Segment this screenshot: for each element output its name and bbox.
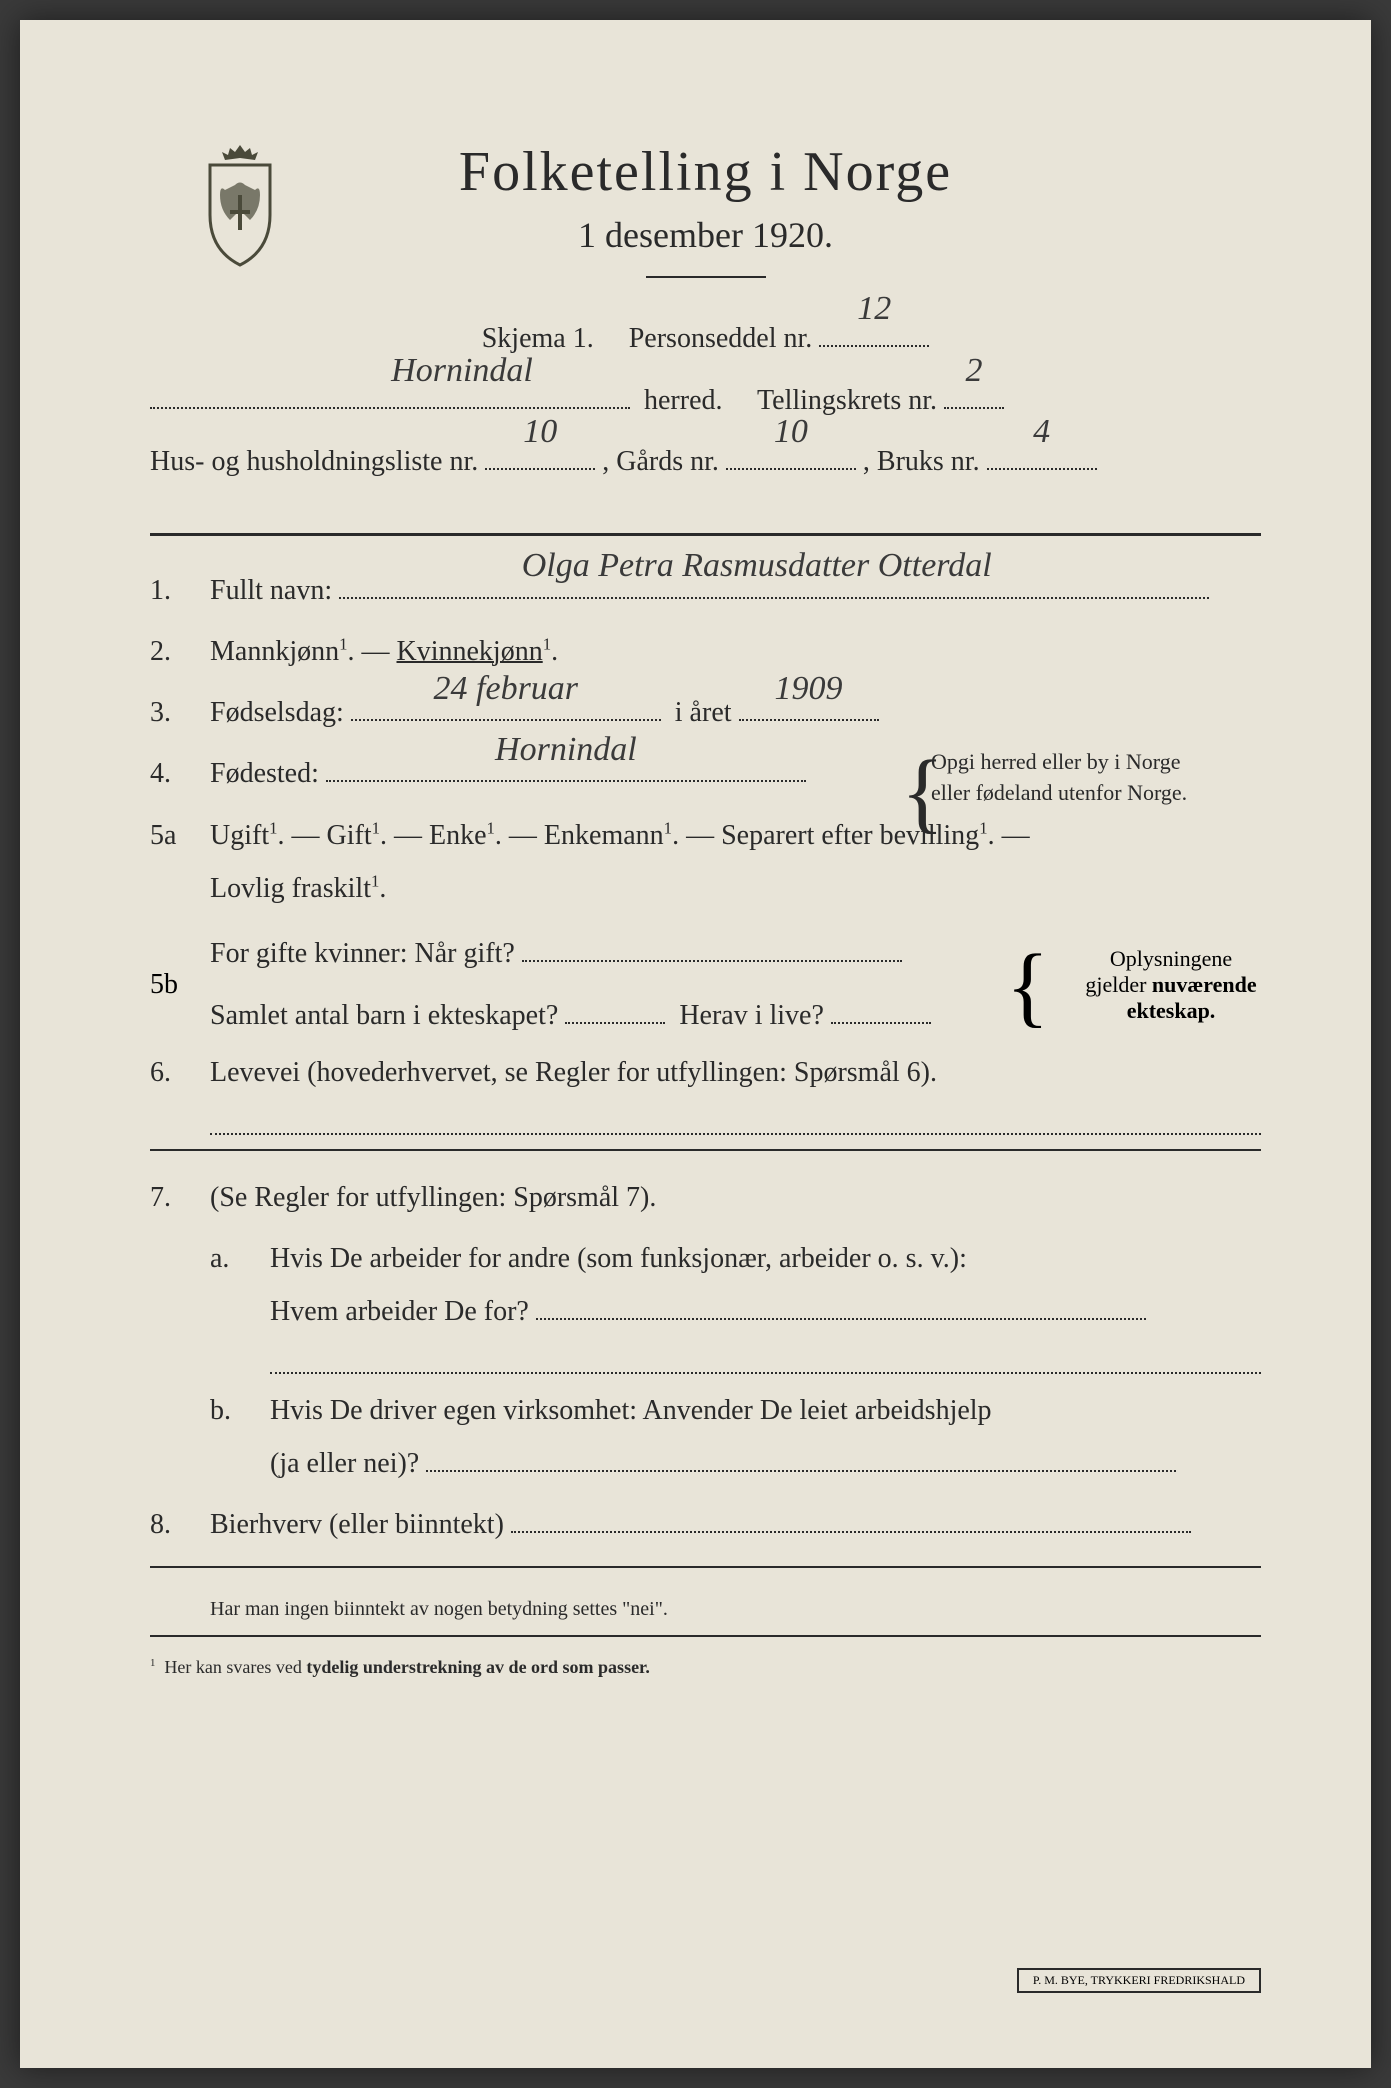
q4-note-line1: Opgi herred eller by i Norge [931, 749, 1180, 774]
q3-day-month: 24 februar [428, 657, 585, 722]
q5a-ugift: Ugift [210, 820, 269, 851]
footer-note-2: 1 Her kan svares ved tydelig understrekn… [150, 1657, 1261, 1678]
q3-year: 1909 [769, 657, 849, 722]
q3-num: 3. [150, 686, 171, 739]
q7-label: (Se Regler for utfyllingen: Spørsmål 7). [210, 1182, 656, 1213]
q7a-fill-line [270, 1348, 1261, 1374]
q4-side-note: { Opgi herred eller by i Norge eller fød… [931, 747, 1261, 809]
question-5a: 5a Ugift1. — Gift1. — Enke1. — Enkemann1… [150, 809, 1261, 915]
question-2: 2. Mannkjønn1. — Kvinnekjønn1. [150, 625, 1261, 678]
herred-value: Hornindal [385, 334, 539, 409]
q7b-text1: Hvis De driver egen virksomhet: Anvender… [270, 1395, 992, 1426]
footer-note-1: Har man ingen biinntekt av nogen betydni… [150, 1598, 1261, 1621]
q6-fill-line [210, 1109, 1261, 1135]
gards-nr: 10 [768, 395, 814, 470]
form-title: Folketelling i Norge [150, 140, 1261, 204]
form-header: Folketelling i Norge 1 desember 1920. Sk… [150, 140, 1261, 493]
q3-year-label: i året [675, 697, 732, 728]
question-8: 8. Bierhverv (eller biinntekt) [150, 1498, 1261, 1551]
footer-rule [150, 1635, 1261, 1637]
bruks-nr: 4 [1027, 395, 1056, 470]
q5b-num: 5b [150, 969, 178, 1001]
q7b-text2: (ja eller nei)? [270, 1448, 419, 1479]
tellingskrets-nr: 2 [960, 334, 989, 409]
q4-num: 4. [150, 747, 171, 800]
question-1: 1. Fullt navn: Olga Petra Rasmusdatter O… [150, 564, 1261, 617]
q5b-label3: Herav i live? [679, 1000, 824, 1031]
husliste-line: Hus- og husholdningsliste nr. 10 , Gårds… [150, 431, 1261, 493]
q1-num: 1. [150, 564, 171, 617]
question-3: 3. Fødselsdag: 24 februar i året 1909 [150, 686, 1261, 739]
q5b-label1: For gifte kvinner: Når gift? [210, 938, 515, 969]
q5b-note2: gjelder nuværende [1085, 972, 1256, 997]
q8-num: 8. [150, 1498, 171, 1551]
q5a-gift: Gift [327, 820, 372, 851]
q5a-enkemann: Enkemann [544, 820, 664, 851]
q5a-num: 5a [150, 809, 176, 862]
q2-mannkjonn: Mannkjønn [210, 636, 339, 667]
question-6: 6. Levevei (hovederhvervet, se Regler fo… [150, 1046, 1261, 1099]
q4-note-line2: eller fødeland utenfor Norge. [931, 780, 1187, 805]
q1-label: Fullt navn: [210, 575, 332, 606]
gards-label: , Gårds nr. [602, 446, 719, 477]
q6-label: Levevei (hovederhvervet, se Regler for u… [210, 1057, 937, 1088]
q5a-separert: Separert efter bevilling [721, 820, 979, 851]
question-7a: a. Hvis De arbeider for andre (som funks… [150, 1232, 1261, 1338]
q7a-text2: Hvem arbeider De for? [270, 1296, 529, 1327]
footnote-marker: 1 [150, 1657, 155, 1669]
q3-label: Fødselsdag: [210, 697, 344, 728]
husliste-label: Hus- og husholdningsliste nr. [150, 446, 478, 477]
q5a-enke: Enke [429, 820, 487, 851]
q4-label: Fødested: [210, 758, 319, 789]
question-7b: b. Hvis De driver egen virksomhet: Anven… [150, 1384, 1261, 1490]
personseddel-label: Personseddel nr. [629, 323, 813, 354]
herred-label: herred. [644, 385, 723, 416]
q4-value: Hornindal [489, 718, 643, 783]
bruks-label: , Bruks nr. [863, 446, 980, 477]
section-rule-1 [150, 1149, 1261, 1151]
q5b-side-note: { Oplysningene gjelder nuværende ekteska… [1041, 946, 1261, 1024]
header-divider [646, 276, 766, 278]
q2-num: 2. [150, 625, 171, 678]
personseddel-nr: 12 [851, 272, 897, 347]
skjema-line: Skjema 1. Personseddel nr. 12 [150, 308, 1261, 370]
q5b-label2: Samlet antal barn i ekteskapet? [210, 1000, 558, 1031]
census-form-page: Folketelling i Norge 1 desember 1920. Sk… [20, 20, 1371, 2068]
q6-num: 6. [150, 1046, 171, 1099]
q5a-fraskilt: Lovlig fraskilt [210, 873, 371, 904]
q7-num: 7. [150, 1171, 171, 1224]
q5b-note3: ekteskap. [1127, 998, 1216, 1023]
question-7: 7. (Se Regler for utfyllingen: Spørsmål … [150, 1171, 1261, 1224]
q7a-num: a. [210, 1232, 229, 1285]
question-5b: 5b For gifte kvinner: Når gift? Samlet a… [150, 923, 1261, 1046]
husliste-nr: 10 [517, 395, 563, 470]
section-rule-2 [150, 1566, 1261, 1568]
q5b-note1: Oplysningene [1110, 946, 1232, 971]
printer-mark: P. M. BYE, TRYKKERI FREDRIKSHALD [1017, 1968, 1261, 1993]
q7b-num: b. [210, 1384, 231, 1437]
q8-label: Bierhverv (eller biinntekt) [210, 1509, 504, 1540]
q7a-text1: Hvis De arbeider for andre (som funksjon… [270, 1243, 967, 1274]
question-4: 4. Fødested: Hornindal { Opgi herred ell… [150, 747, 1261, 800]
coat-of-arms-icon [190, 140, 290, 270]
q1-value: Olga Petra Rasmusdatter Otterdal [516, 534, 998, 599]
brace-icon: { [1006, 951, 1049, 1023]
form-date: 1 desember 1920. [150, 214, 1261, 256]
herred-line: Hornindal herred. Tellingskrets nr. 2 [150, 370, 1261, 432]
